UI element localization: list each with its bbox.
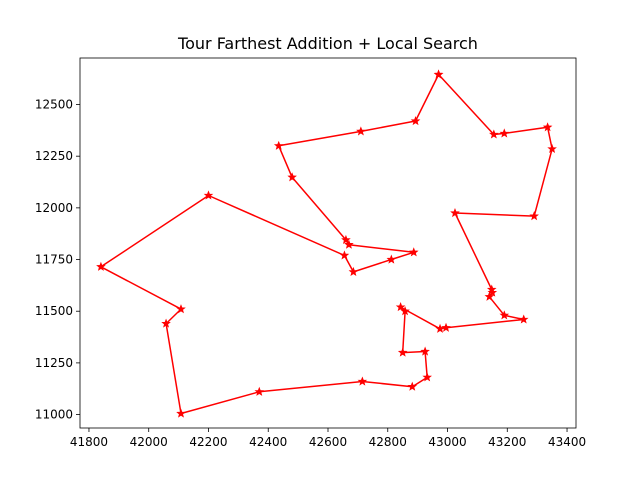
tour-point-marker (422, 372, 432, 382)
x-tick-label: 42600 (309, 435, 347, 449)
tour-point-marker (410, 116, 421, 126)
tour-point-marker (176, 304, 186, 314)
y-tick-label: 11750 (35, 253, 73, 267)
tour-point-marker (487, 287, 498, 297)
tour-point-marker (397, 347, 408, 357)
tour-point-marker (96, 261, 106, 271)
tour-point-marker (176, 408, 186, 418)
tour-point-marker (287, 172, 297, 182)
tour-point-marker (486, 284, 497, 294)
y-axis: 11000 11250 11500 11750 12000 12250 12500 (35, 98, 80, 422)
y-tick-label: 11250 (35, 356, 73, 370)
tour-point-marker (420, 346, 430, 356)
tour-point-marker (161, 318, 171, 328)
x-tick-label: 43400 (548, 435, 586, 449)
tour-point-marker (348, 266, 359, 277)
tour-point-marker (484, 291, 495, 301)
tour-point-marker (499, 310, 510, 320)
tour-point-marker (547, 143, 557, 154)
tour-point-marker (356, 126, 366, 136)
tour-series (96, 69, 557, 418)
tour-point-marker (273, 140, 284, 150)
chart-title: Tour Farthest Addition + Local Search (177, 34, 478, 53)
tour-point-marker (529, 211, 539, 221)
tour-point-marker (441, 322, 451, 332)
y-tick-label: 11500 (35, 304, 73, 318)
x-tick-label: 43000 (428, 435, 466, 449)
tour-point-marker (499, 128, 510, 138)
tour-point-marker (408, 247, 419, 257)
tour-point-marker (518, 314, 529, 324)
tour-point-marker (341, 234, 351, 244)
tour-point-marker (203, 190, 214, 200)
x-tick-label: 42400 (249, 435, 287, 449)
plot-frame (79, 57, 577, 429)
y-tick-label: 12000 (35, 201, 73, 215)
tour-point-marker (450, 207, 460, 218)
y-tick-label: 12250 (35, 149, 73, 163)
x-tick-label: 41800 (70, 435, 108, 449)
x-axis: 41800 42000 42200 42400 42600 42800 43000 43200… (70, 428, 586, 449)
tour-point-marker (344, 239, 354, 249)
x-tick-label: 43200 (488, 435, 526, 449)
tour-point-marker (357, 376, 368, 386)
tour-point-marker (395, 302, 406, 312)
tour-path-line (100, 73, 553, 415)
plot-area (80, 58, 576, 428)
y-tick-label: 11000 (35, 408, 73, 422)
tour-point-marker (254, 386, 265, 396)
tour-point-marker (407, 381, 418, 391)
x-tick-label: 42200 (189, 435, 227, 449)
tour-point-marker (489, 129, 499, 139)
x-tick-label: 42800 (369, 435, 407, 449)
x-tick-label: 42000 (130, 435, 168, 449)
tour-point-marker (339, 250, 350, 260)
tour-point-marker (386, 254, 397, 264)
y-tick-label: 12500 (35, 98, 73, 112)
tour-point-marker (433, 69, 444, 79)
tour-point-marker (542, 122, 553, 132)
